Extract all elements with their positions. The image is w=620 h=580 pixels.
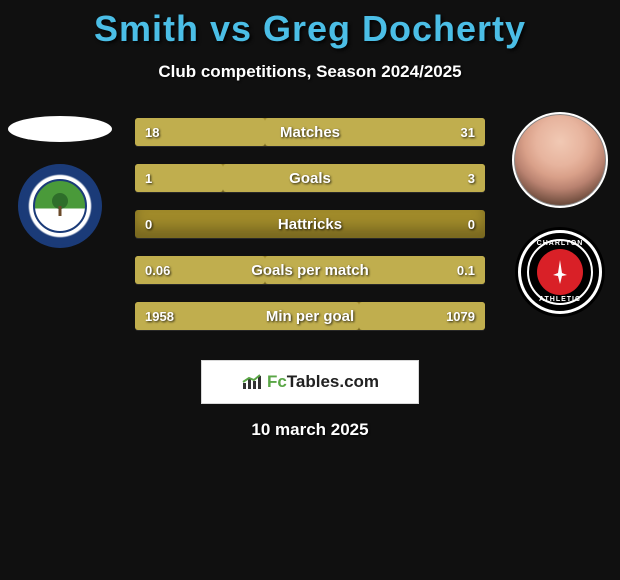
right-club-badge: CHARLTON ATHLETIC <box>518 230 602 314</box>
left-club-badge <box>18 164 102 248</box>
page-title: Smith vs Greg Docherty <box>0 0 620 50</box>
wigan-tree-icon <box>50 192 70 220</box>
stat-label: Goals <box>135 164 485 192</box>
left-player-column <box>0 112 120 248</box>
tree-icon <box>33 179 87 233</box>
right-player-avatar <box>512 112 608 208</box>
stats-bars: 1831Matches 13Goals 00Hattricks 0.060.1Goal… <box>135 118 485 348</box>
left-player-avatar <box>8 116 112 142</box>
stat-label: Goals per match <box>135 256 485 284</box>
date-label: 10 march 2025 <box>0 420 620 440</box>
brand-text: FcTables.com <box>267 372 379 392</box>
brand-rest: Tables.com <box>287 372 379 391</box>
badge-ring <box>527 239 593 305</box>
stat-row: 19581079Min per goal <box>135 302 485 330</box>
brand-box: FcTables.com <box>201 360 419 404</box>
subtitle: Club competitions, Season 2024/2025 <box>0 62 620 82</box>
stat-label: Hattricks <box>135 210 485 238</box>
stat-label: Matches <box>135 118 485 146</box>
stat-label: Min per goal <box>135 302 485 330</box>
club-text-bottom: ATHLETIC <box>539 296 581 304</box>
comparison-panel: CHARLTON ATHLETIC 1831Matches 13Goals 00Ha… <box>0 112 620 342</box>
right-player-column: CHARLTON ATHLETIC <box>500 112 620 314</box>
stat-row: 00Hattricks <box>135 210 485 238</box>
club-text-top: CHARLTON <box>537 240 584 248</box>
stat-row: 0.060.1Goals per match <box>135 256 485 284</box>
stat-row: 1831Matches <box>135 118 485 146</box>
chart-icon <box>241 373 263 391</box>
brand-prefix: Fc <box>267 372 287 391</box>
stat-row: 13Goals <box>135 164 485 192</box>
